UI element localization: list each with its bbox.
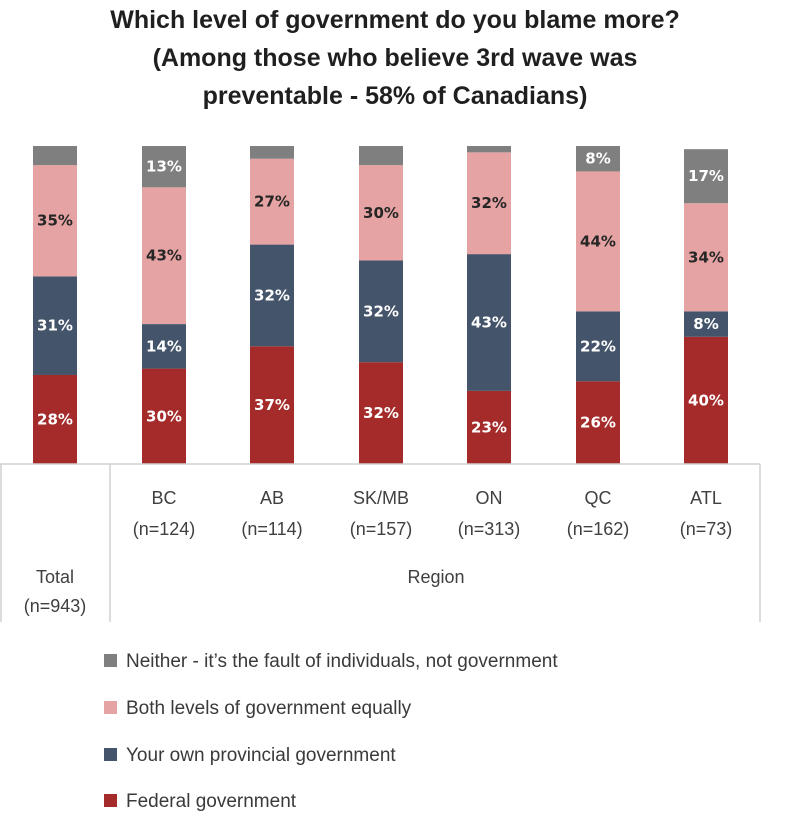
- chart-title-line-3: preventable - 58% of Canadians): [203, 82, 588, 110]
- data-label: 23%: [471, 418, 507, 436]
- legend-swatch: [104, 701, 117, 714]
- data-label: 26%: [580, 414, 616, 432]
- tick-label-name: Total: [36, 567, 74, 587]
- bar-sk-mb-your-own-provincial-government: [359, 260, 403, 363]
- legend-swatch: [104, 748, 117, 761]
- legend-label: Federal government: [126, 791, 297, 812]
- data-label: 13%: [146, 158, 182, 176]
- tick-label-n: (n=162): [567, 519, 630, 539]
- tick-label-name: AB: [260, 488, 284, 508]
- bar-atl-your-own-provincial-government: [684, 311, 728, 337]
- legend-label: Neither - it’s the fault of individuals,…: [126, 651, 558, 672]
- tick-label-n: (n=943): [24, 596, 87, 616]
- bar-on-neither-it-s-the-fault-of-individuals-not-government: [467, 146, 511, 153]
- bars-area: 28% 31% 35% 30% 14% 43% 13% 37% 32% 27% 32% 32% 30% 2…: [33, 146, 728, 464]
- bar-total-your-own-provincial-government: [33, 276, 77, 375]
- bar-bc-your-own-provincial-government: [142, 324, 186, 369]
- data-label: 37%: [254, 396, 290, 414]
- tick-label-n: (n=313): [458, 519, 521, 539]
- chart-title-line-1: Which level of government do you blame m…: [110, 6, 680, 34]
- tick-label-name: BC: [151, 488, 176, 508]
- bar-ab-your-own-provincial-government: [250, 244, 294, 347]
- bar-total-neither-it-s-the-fault-of-individuals-not-government: [33, 146, 77, 166]
- category-axis: Total (n=943) BC (n=124) AB (n=114) SK/MB (n=15…: [0, 463, 761, 622]
- bar-sk-mb-neither-it-s-the-fault-of-individuals-not-government: [359, 146, 403, 166]
- legend-item: Federal government: [104, 791, 297, 812]
- data-label: 30%: [363, 204, 399, 222]
- bar-total-both-levels-of-government-equally: [33, 165, 77, 277]
- data-label: 32%: [363, 404, 399, 422]
- tick-label-n: (n=73): [680, 519, 733, 539]
- data-label: 17%: [688, 167, 724, 185]
- data-label: 31%: [37, 317, 73, 335]
- data-label: 8%: [693, 315, 718, 333]
- legend-item: Neither - it’s the fault of individuals,…: [104, 651, 558, 672]
- data-label: 35%: [37, 212, 73, 230]
- tick-label-name: QC: [585, 488, 612, 508]
- data-label: 14%: [146, 337, 182, 355]
- bar-atl-both-levels-of-government-equally: [684, 203, 728, 312]
- tick-label-n: (n=124): [133, 519, 196, 539]
- data-label: 40%: [688, 391, 724, 409]
- bar-qc-your-own-provincial-government: [576, 311, 620, 382]
- bar-bc-both-levels-of-government-equally: [142, 187, 186, 325]
- data-label: 43%: [146, 247, 182, 265]
- bar-sk-mb-both-levels-of-government-equally: [359, 165, 403, 261]
- data-label: 32%: [363, 302, 399, 320]
- chart-legend: Neither - it’s the fault of individuals,…: [104, 651, 558, 812]
- data-label: 8%: [585, 150, 610, 168]
- data-label: 30%: [146, 407, 182, 425]
- data-label: 43%: [471, 313, 507, 331]
- bar-sk-mb-federal-government: [359, 362, 403, 464]
- legend-swatch: [104, 794, 117, 807]
- legend-label: Your own provincial government: [126, 745, 396, 766]
- bar-bc-federal-government: [142, 368, 186, 464]
- data-label: 22%: [580, 337, 616, 355]
- tick-label-name: SK/MB: [353, 488, 409, 508]
- chart-title: Which level of government do you blame m…: [110, 6, 680, 110]
- data-label: 32%: [471, 194, 507, 212]
- data-label: 28%: [37, 410, 73, 428]
- bar-qc-both-levels-of-government-equally: [576, 171, 620, 312]
- bar-atl-neither-it-s-the-fault-of-individuals-not-government: [684, 149, 728, 204]
- bar-on-both-levels-of-government-equally: [467, 152, 511, 255]
- tick-label-name: ON: [476, 488, 503, 508]
- bar-ab-federal-government: [250, 346, 294, 464]
- tick-label-name: ATL: [690, 488, 722, 508]
- data-label: 32%: [254, 286, 290, 304]
- bar-bc-neither-it-s-the-fault-of-individuals-not-government: [142, 146, 186, 188]
- bar-on-federal-government: [467, 390, 511, 464]
- bar-ab-neither-it-s-the-fault-of-individuals-not-government: [250, 146, 294, 159]
- tick-label-n: (n=157): [350, 519, 413, 539]
- bar-ab-both-levels-of-government-equally: [250, 158, 294, 245]
- data-label: 27%: [254, 193, 290, 211]
- bar-atl-federal-government: [684, 336, 728, 464]
- data-label: 34%: [688, 248, 724, 266]
- legend-label: Both levels of government equally: [126, 698, 412, 719]
- bar-qc-neither-it-s-the-fault-of-individuals-not-government: [576, 146, 620, 172]
- legend-item: Both levels of government equally: [104, 698, 412, 719]
- legend-swatch: [104, 654, 117, 667]
- data-label: 44%: [580, 232, 616, 250]
- bar-qc-federal-government: [576, 381, 620, 464]
- bar-total-federal-government: [33, 374, 77, 464]
- tick-label-n: (n=114): [241, 519, 302, 539]
- chart-title-line-2: (Among those who believe 3rd wave was: [153, 44, 638, 72]
- group-label-region: Region: [407, 567, 464, 587]
- bar-on-your-own-provincial-government: [467, 254, 511, 391]
- legend-item: Your own provincial government: [104, 745, 396, 766]
